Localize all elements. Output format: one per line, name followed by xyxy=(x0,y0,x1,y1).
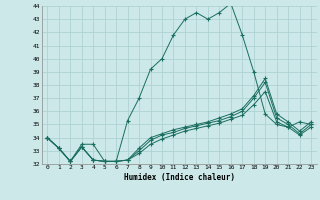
X-axis label: Humidex (Indice chaleur): Humidex (Indice chaleur) xyxy=(124,173,235,182)
